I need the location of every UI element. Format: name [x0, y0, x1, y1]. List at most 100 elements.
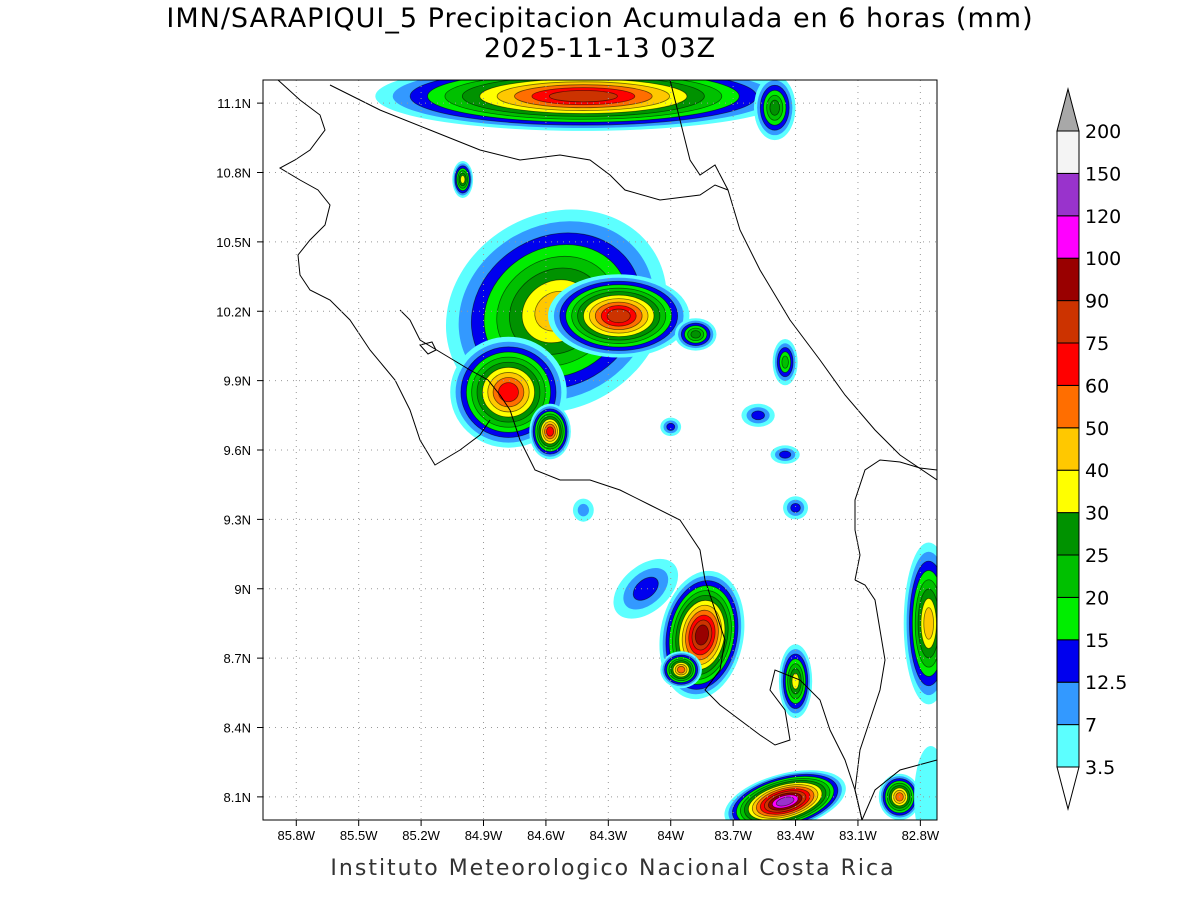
legend-arrow-bottom — [1056, 766, 1080, 811]
precip-contour — [676, 665, 686, 674]
legend-swatch — [1056, 596, 1080, 641]
precip-contour — [751, 410, 765, 421]
precip-contour — [498, 382, 519, 403]
legend-label: 200 — [1085, 121, 1121, 143]
precip-cell — [375, 80, 792, 131]
chart-title: IMN/SARAPIQUI_5 Precipitacion Acumulada … — [166, 3, 1034, 34]
legend-swatch — [1056, 554, 1080, 598]
legend-label: 90 — [1085, 291, 1109, 313]
lon-tick-label: 84.3W — [590, 828, 628, 843]
legend-label: 100 — [1085, 248, 1121, 270]
precip-cell — [903, 542, 937, 705]
precip-contour — [606, 308, 631, 324]
legend-label: 12.5 — [1085, 672, 1127, 694]
credit-text: Instituto Meteorologico Nacional Costa R… — [330, 856, 896, 881]
lat-tick-label: 8.4N — [224, 721, 251, 736]
border-nicaragua — [329, 84, 729, 201]
legend-swatch — [1056, 300, 1080, 344]
precip-contour — [923, 607, 934, 640]
legend-label: 25 — [1085, 545, 1109, 567]
lat-tick-label: 10.8N — [216, 166, 251, 181]
lat-tick-label: 8.1N — [224, 790, 251, 805]
lon-tick-label: 85.2W — [402, 828, 440, 843]
lat-tick-label: 9N — [234, 582, 251, 597]
lat-tick-label: 11.1N — [217, 96, 251, 111]
precip-cell — [778, 644, 813, 719]
legend-swatch — [1056, 257, 1080, 302]
precip-cell — [529, 403, 571, 460]
precip-cell — [452, 160, 474, 198]
precip-cell — [572, 498, 594, 522]
precip-contour — [690, 330, 701, 339]
legend-swatch — [1056, 639, 1080, 683]
legend-swatch — [1056, 342, 1080, 386]
lon-tick-label: 85.5W — [340, 828, 378, 843]
legend-swatch — [1056, 512, 1080, 556]
coastline-layer — [277, 80, 937, 820]
precip-cell — [613, 558, 679, 619]
legend-label: 40 — [1085, 460, 1109, 482]
legend-label: 7 — [1085, 715, 1097, 737]
color-legend: 3.5 7 12.5 15 20 25 30 40 50 60 75 90 100 120 150 200 — [1056, 87, 1127, 811]
precip-contour — [769, 99, 780, 116]
legend-label: 50 — [1085, 418, 1109, 440]
precip-contour — [632, 576, 659, 601]
precip-cell — [770, 445, 800, 464]
precip-contour — [779, 450, 792, 459]
lon-tick-label: 83.4W — [777, 828, 815, 843]
legend-swatch — [1056, 724, 1080, 768]
border-costa-rica-panama — [854, 579, 886, 820]
lon-tick-label: 84.9W — [465, 828, 503, 843]
coastline-pacific-south — [509, 409, 863, 820]
precip-contour — [790, 502, 801, 513]
precipitation-field — [375, 80, 937, 820]
precip-contour — [460, 175, 466, 184]
coastline-caribbean — [669, 80, 937, 481]
precip-contour — [546, 426, 555, 437]
chart-subtitle: 2025-11-13 03Z — [483, 33, 717, 64]
precip-cell — [674, 318, 717, 351]
grid-lines — [263, 80, 937, 820]
precip-cell — [450, 336, 567, 448]
legend-label: 15 — [1085, 630, 1109, 652]
axis-ticks: 85.8W 85.5W 85.2W 84.9W 84.6W 84.3W 84W 83.7W 83… — [216, 96, 940, 843]
legend-swatch — [1056, 384, 1080, 429]
legend-swatch — [1056, 130, 1080, 174]
lon-tick-label: 85.8W — [277, 828, 315, 843]
legend-swatch — [1056, 469, 1080, 514]
legend-label: 75 — [1085, 333, 1109, 355]
lon-tick-label: 82.8W — [902, 828, 940, 843]
legend-swatch — [1056, 427, 1080, 471]
legend-label: 150 — [1085, 163, 1121, 185]
precip-cell — [660, 651, 702, 689]
legend-swatch — [1056, 681, 1080, 726]
lon-tick-label: 84.6W — [527, 828, 565, 843]
legend-label: 3.5 — [1085, 757, 1115, 779]
lat-tick-label: 9.3N — [224, 512, 251, 527]
coastline-panama-south — [861, 759, 937, 820]
legend-label: 30 — [1085, 503, 1109, 525]
precip-cell — [772, 339, 798, 386]
precip-cell — [783, 496, 809, 520]
precip-cell — [753, 80, 796, 141]
lon-tick-label: 83.1W — [839, 828, 877, 843]
precip-contour — [577, 503, 589, 517]
precip-contour — [781, 355, 789, 369]
precip-cell — [547, 274, 690, 358]
precip-contour — [548, 90, 618, 103]
lon-tick-label: 84W — [657, 828, 684, 843]
precip-cell — [741, 403, 775, 427]
coastline-nicoya-gulf — [399, 309, 511, 411]
precip-cell — [660, 417, 682, 437]
lon-tick-label: 83.7W — [714, 828, 752, 843]
lat-tick-label: 8.7N — [224, 651, 251, 666]
legend-swatch — [1056, 215, 1080, 259]
legend-label: 20 — [1085, 587, 1109, 609]
precip-contour — [666, 422, 676, 431]
lat-tick-label: 9.9N — [224, 374, 251, 389]
coastline-nicoya-island — [419, 341, 437, 355]
lat-tick-label: 9.6N — [224, 443, 251, 458]
lat-tick-label: 10.2N — [216, 304, 251, 319]
precip-contour — [694, 624, 709, 646]
